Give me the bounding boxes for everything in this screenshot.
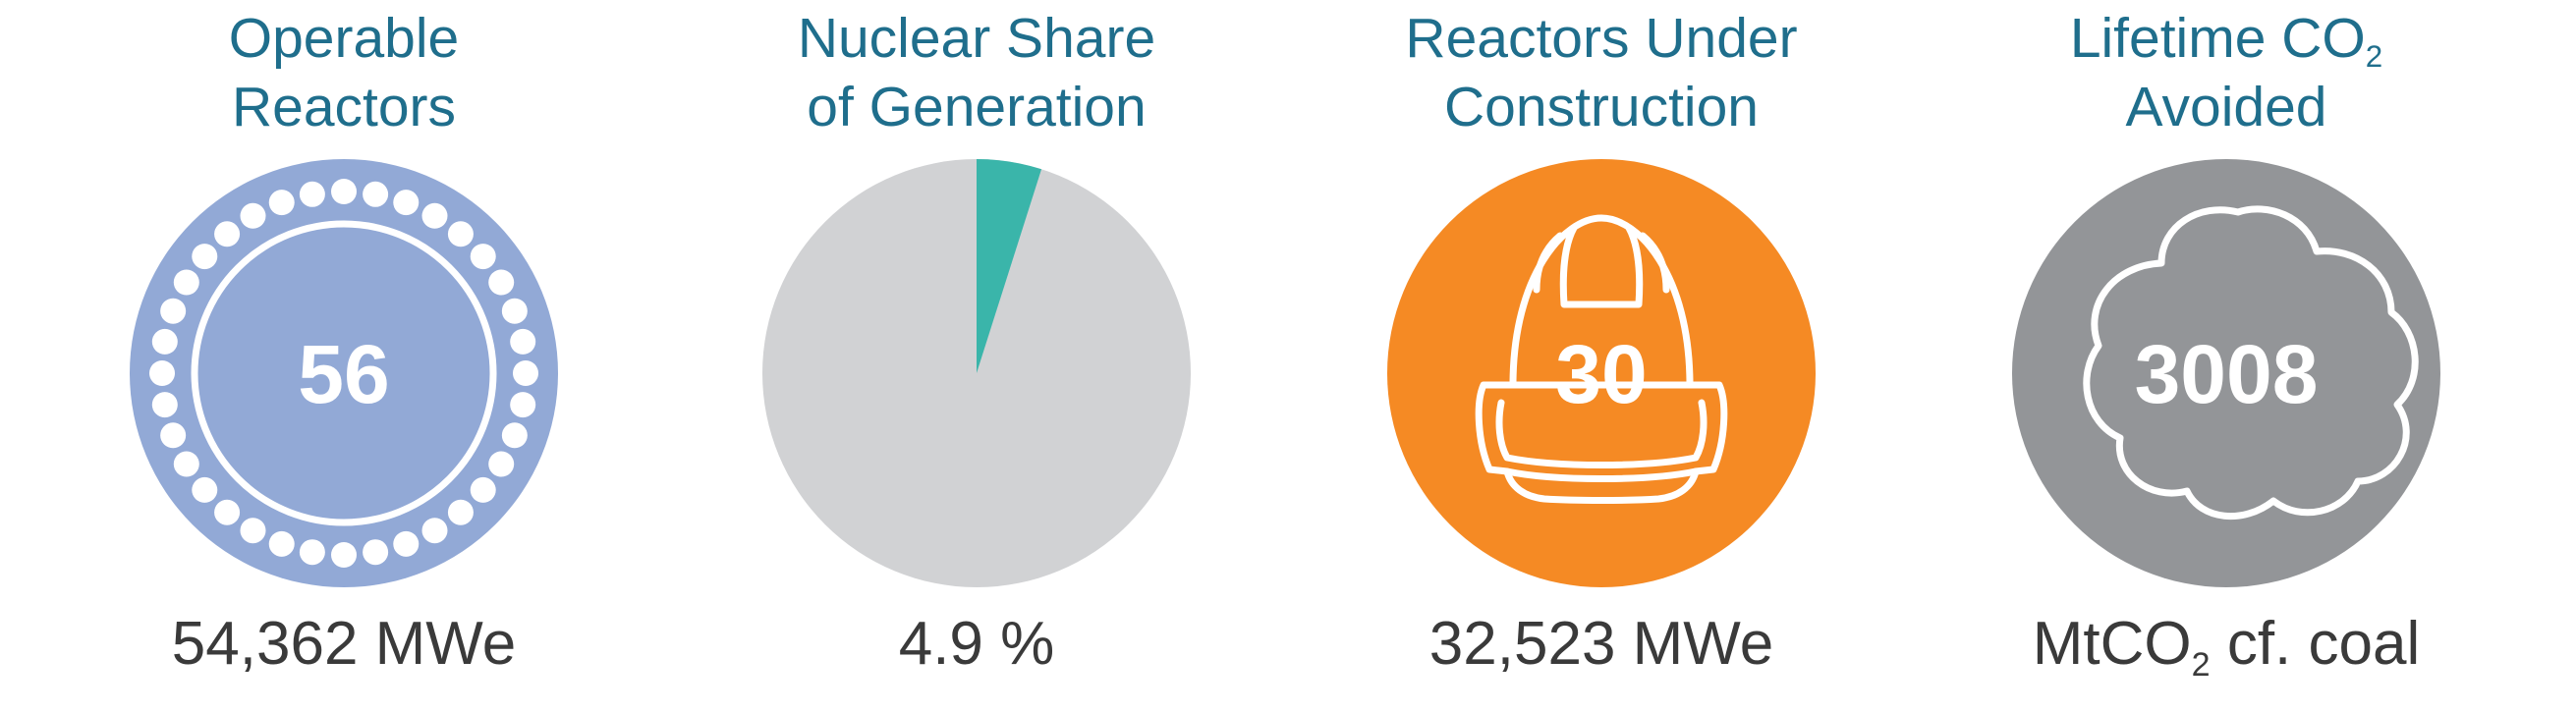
reactor-dot — [393, 530, 420, 557]
reactor-dot — [510, 328, 536, 355]
cloud-graphic: 3008 — [2012, 159, 2440, 587]
under-construction-panel: Reactors Under Construction 30 32,523 MW… — [1279, 0, 1924, 713]
reactor-dot — [363, 181, 389, 207]
hat-dome — [1509, 214, 1694, 389]
reactor-dot — [488, 269, 515, 296]
operable-reactors-title: Operable Reactors — [22, 4, 666, 141]
reactor-dot — [421, 202, 448, 229]
title-line: Operable — [228, 7, 460, 70]
reactor-dot-ring — [149, 179, 538, 568]
reactor-dot — [363, 539, 389, 566]
co2-avoided-panel: Lifetime CO2 Avoided 3008 MtCO2 cf. coal — [1904, 0, 2548, 713]
reactor-dot — [299, 539, 325, 566]
caption-suffix: cf. coal — [2210, 610, 2421, 678]
reactor-dot — [447, 221, 474, 247]
reactor-dot — [447, 499, 474, 525]
nuclear-share-pie-graphic — [762, 159, 1191, 587]
construction-background-circle — [1387, 159, 1816, 587]
reactor-dot — [488, 451, 515, 477]
reactor-dot — [510, 392, 536, 418]
reactor-dot — [149, 360, 175, 386]
caption-prefix: MtCO — [2032, 610, 2192, 678]
reactor-inner-ring — [191, 220, 497, 526]
reactor-dot — [393, 190, 420, 216]
reactor-dot — [331, 542, 357, 568]
reactor-dot — [331, 179, 357, 204]
co2-avoided-title: Lifetime CO2 Avoided — [1904, 4, 2548, 141]
reactor-dot — [151, 392, 178, 418]
reactor-dot — [268, 190, 295, 216]
title-line: Lifetime CO2 — [1904, 4, 2548, 73]
hat-ridge — [1559, 224, 1644, 308]
title-subscript: 2 — [2365, 39, 2383, 75]
reactor-dot — [421, 518, 448, 544]
pie-nuclear-slice — [977, 159, 1042, 373]
reactor-dot — [160, 422, 187, 449]
reactor-dot — [173, 451, 199, 477]
operable-reactors-capacity: 54,362 MWe — [171, 610, 517, 678]
title-prefix: Lifetime CO — [2069, 7, 2366, 70]
operable-reactors-panel: Operable Reactors 56 54,362 MWe — [22, 0, 666, 713]
cloud-outline — [2083, 205, 2419, 521]
nuclear-share-pie — [654, 157, 1299, 589]
reactor-dot — [214, 221, 241, 247]
reactor-dot — [173, 269, 199, 296]
caption-subscript: 2 — [2191, 645, 2211, 684]
hard-hat-icon: 30 — [1279, 157, 1924, 589]
reactor-dot — [192, 244, 218, 270]
under-construction-title: Reactors Under Construction — [1279, 4, 1924, 141]
title-line: Construction — [1444, 76, 1759, 138]
reactor-dot — [240, 202, 266, 229]
reactor-dot — [214, 499, 241, 525]
hat-brim — [1475, 381, 1728, 482]
co2-avoided-unit: MtCO2 cf. coal — [1904, 609, 2548, 682]
reactor-dot — [160, 298, 187, 324]
reactor-ring-icon: 56 — [22, 157, 666, 589]
title-line: Nuclear Share — [797, 7, 1156, 70]
title-line: Avoided — [2125, 76, 2327, 138]
under-construction-count: 30 — [1555, 328, 1647, 420]
reactor-ring-graphic: 56 — [130, 159, 558, 587]
reactor-dot — [192, 476, 218, 503]
hard-hat-graphic: 30 — [1387, 159, 1816, 587]
title-line: Reactors — [231, 76, 457, 138]
reactor-dot — [268, 530, 295, 557]
nuclear-share-percent: 4.9 % — [898, 610, 1055, 678]
reactor-dot — [240, 518, 266, 544]
reactor-dot — [470, 244, 496, 270]
title-line: of Generation — [807, 76, 1147, 138]
hard-hat-outline — [1475, 214, 1728, 504]
title-line: Reactors Under — [1405, 7, 1798, 70]
hat-rib-right — [1639, 232, 1670, 294]
reactor-dot — [299, 181, 325, 207]
reactor-dot — [513, 360, 538, 386]
nuclear-share-title: Nuclear Share of Generation — [654, 4, 1299, 141]
hat-brim-inner — [1495, 399, 1708, 468]
operable-reactors-count: 56 — [298, 328, 389, 420]
co2-background-circle — [2012, 159, 2440, 587]
reactor-dot — [151, 328, 178, 355]
hat-rib-left — [1533, 232, 1564, 294]
co2-avoided-amount: 3008 — [2135, 328, 2319, 420]
reactor-dot — [501, 422, 528, 449]
cloud-icon: 3008 — [1904, 157, 2548, 589]
reactor-dot — [501, 298, 528, 324]
reactor-dot — [470, 476, 496, 503]
under-construction-capacity: 32,523 MWe — [1428, 610, 1774, 678]
nuclear-share-panel: Nuclear Share of Generation 4.9 % — [654, 0, 1299, 713]
hat-brim-lower — [1503, 467, 1700, 504]
